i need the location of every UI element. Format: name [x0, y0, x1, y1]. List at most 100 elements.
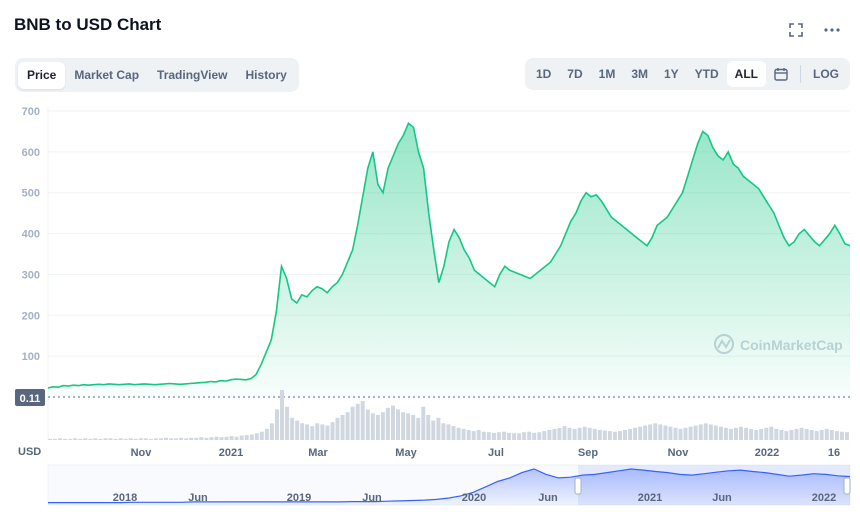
volume-bar: [411, 415, 416, 440]
tab-market-cap[interactable]: Market Cap: [74, 67, 140, 82]
volume-bar: [567, 427, 572, 440]
volume-bar: [118, 438, 123, 440]
volume-bar: [698, 424, 703, 440]
volume-bar: [602, 430, 607, 440]
volume-bar: [320, 424, 325, 440]
volume-bar: [295, 420, 300, 440]
volume-bar: [315, 423, 320, 440]
volume-bar: [512, 433, 517, 440]
volume-bar: [209, 437, 214, 440]
volume-bar: [799, 427, 804, 440]
volume-bar: [809, 430, 814, 440]
navigator-tick-label: 2021: [638, 492, 662, 504]
more-dots-icon[interactable]: [822, 20, 842, 40]
price-line: [47, 122, 851, 389]
volume-bar: [375, 415, 380, 440]
volume-bar: [618, 431, 622, 440]
volume-bar: [436, 417, 441, 440]
range-ytd[interactable]: YTD: [694, 67, 719, 81]
volume-bar: [542, 431, 547, 440]
volume-bar: [264, 428, 269, 440]
navigator-handle-right[interactable]: [843, 477, 851, 495]
volume-bar: [58, 438, 63, 440]
volume-bar: [653, 423, 658, 440]
volume-bar: [779, 430, 784, 440]
volume-bar: [572, 428, 577, 440]
volume-bar: [734, 427, 738, 440]
volume-bar: [577, 427, 582, 440]
tab-history[interactable]: History: [245, 67, 287, 82]
y-tick-label: 700: [22, 106, 40, 118]
volume-bar: [592, 428, 597, 440]
time-navigator[interactable]: 2018 Jun 2019 Jun 2020 Jun 2021 Jun 2022: [47, 464, 851, 506]
volume-bar: [103, 438, 108, 440]
volume-bar: [663, 425, 668, 440]
volume-bar: [471, 431, 476, 440]
volume-bar: [658, 424, 663, 440]
range-7d[interactable]: 7D: [567, 67, 583, 81]
volume-bar: [421, 406, 426, 440]
navigator-selection: [578, 465, 850, 505]
x-tick-label: Jul: [488, 447, 504, 459]
volume-bar: [839, 431, 844, 440]
calendar-icon[interactable]: [766, 67, 796, 81]
volume-bar: [128, 438, 133, 440]
volume-bar: [199, 437, 204, 440]
volume-bar: [385, 407, 390, 440]
y-tick-label: 400: [22, 229, 40, 241]
currency-label: USD: [18, 446, 41, 458]
volume-bar: [693, 425, 698, 440]
volume-bar: [204, 437, 209, 440]
range-1d[interactable]: 1D: [535, 67, 552, 81]
volume-bar: [391, 405, 395, 440]
volume-bar: [759, 428, 764, 440]
volume-bar: [517, 433, 522, 440]
volume-bar: [133, 438, 138, 440]
navigator-handle-left[interactable]: [574, 477, 582, 495]
expand-icon[interactable]: [786, 20, 806, 40]
volume-bar: [481, 431, 486, 440]
volume-bar: [668, 426, 673, 440]
volume-bar: [527, 431, 532, 440]
range-3m[interactable]: 3M: [631, 67, 648, 81]
volume-bar: [290, 417, 295, 440]
log-scale-toggle[interactable]: LOG: [813, 67, 839, 81]
volume-bar: [108, 438, 113, 440]
tab-price[interactable]: Price: [18, 61, 66, 89]
range-1y[interactable]: 1Y: [663, 67, 679, 81]
y-tick-label: 500: [22, 188, 40, 200]
volume-bar: [754, 430, 759, 440]
volume-bar: [628, 428, 633, 440]
navigator-line: [48, 468, 851, 504]
volume-bar: [269, 423, 274, 440]
volume-bar: [179, 437, 184, 440]
volume-bar: [219, 437, 224, 440]
volume-bar: [441, 423, 446, 440]
volume-bar: [769, 426, 774, 440]
volume-bar: [330, 422, 335, 440]
volume-bar: [184, 438, 189, 440]
volume-bar: [78, 438, 83, 440]
volume-bar: [764, 427, 769, 440]
volume-bar: [824, 428, 829, 440]
navigator-tick-label: 2018: [113, 492, 137, 504]
tab-tradingview[interactable]: TradingView: [157, 67, 228, 82]
x-tick-label: 2022: [755, 447, 779, 459]
x-tick-label: Nov: [131, 447, 153, 459]
volume-bar: [587, 427, 592, 440]
range-divider: [800, 65, 801, 83]
volume-bar: [401, 412, 406, 440]
range-1m[interactable]: 1M: [598, 67, 616, 81]
navigator-tick-label: Jun: [712, 492, 732, 504]
volume-bar: [300, 423, 305, 440]
volume-bar: [703, 423, 708, 440]
volume-bar: [814, 431, 819, 440]
volume-bar: [335, 417, 340, 440]
volume-bar: [416, 417, 421, 440]
range-all[interactable]: ALL: [726, 61, 766, 87]
navigator-tick-label: Jun: [188, 492, 208, 504]
volume-bar: [633, 427, 638, 440]
volume-bar: [476, 430, 481, 440]
volume-bar: [597, 430, 602, 440]
volume-bar: [310, 426, 315, 440]
